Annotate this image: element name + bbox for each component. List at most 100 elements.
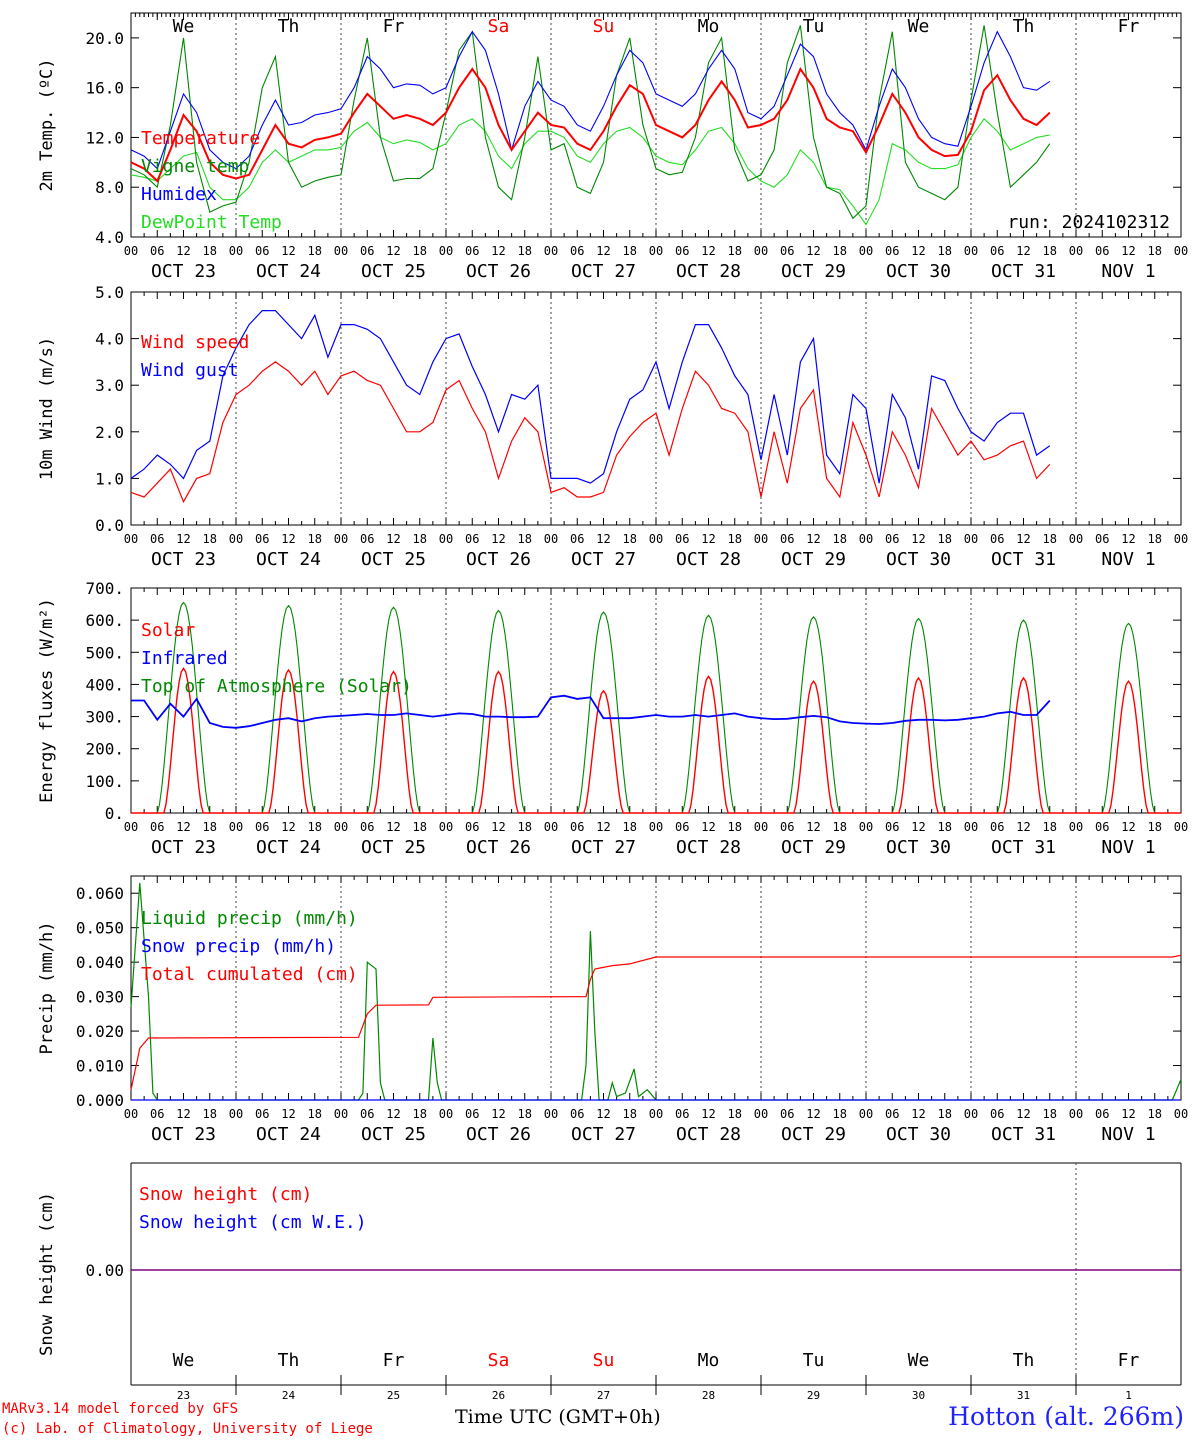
hour-tick-label: 00 [859, 532, 873, 546]
hour-tick-label: 18 [623, 820, 637, 834]
hour-tick-label: 18 [413, 820, 427, 834]
hour-tick-label: 06 [780, 532, 794, 546]
day-label: OCT 30 [886, 1124, 951, 1145]
day-label: OCT 31 [991, 549, 1056, 570]
hour-tick-label: 06 [885, 244, 899, 258]
legend-entry: Temperature [141, 128, 260, 149]
hour-tick-label: 00 [124, 1107, 138, 1121]
day-label: OCT 23 [151, 549, 216, 570]
hour-tick-label: 00 [229, 820, 243, 834]
hour-tick-label: 00 [439, 532, 453, 546]
hour-tick-label: 00 [1069, 532, 1083, 546]
hour-tick-label: 18 [518, 820, 532, 834]
hour-tick-label: 12 [911, 532, 925, 546]
hour-tick-label: 06 [990, 244, 1004, 258]
hour-tick-label: 06 [255, 1107, 269, 1121]
day-label: OCT 31 [991, 261, 1056, 282]
hour-tick-label: 12 [1121, 820, 1135, 834]
hour-tick-label: 12 [491, 244, 505, 258]
y-tick-label: 0.060 [76, 884, 124, 903]
hour-tick-label: 18 [1148, 820, 1162, 834]
hour-tick-label: 18 [203, 820, 217, 834]
hour-tick-label: 18 [518, 532, 532, 546]
y-tick-label: 200. [85, 740, 124, 759]
hour-tick-label: 06 [255, 820, 269, 834]
hour-tick-label: 06 [570, 244, 584, 258]
hour-tick-label: 12 [701, 1107, 715, 1121]
legend-entry: Wind gust [141, 360, 239, 381]
hour-tick-label: 06 [570, 820, 584, 834]
series-line [131, 694, 1051, 729]
hour-tick-label: 18 [1043, 1107, 1057, 1121]
hour-tick-label: 12 [1121, 532, 1135, 546]
y-tick-label: 12.0 [85, 128, 124, 147]
hour-tick-label: 00 [1069, 1107, 1083, 1121]
hour-tick-label: 00 [544, 244, 558, 258]
hour-tick-label: 00 [334, 1107, 348, 1121]
legend-entry: Liquid precip (mm/h) [141, 908, 358, 929]
hour-tick-label: 00 [124, 820, 138, 834]
legend-entry: Top of Atmosphere (Solar) [141, 676, 412, 697]
hour-tick-label: 00 [544, 820, 558, 834]
y-tick-label: 0.010 [76, 1057, 124, 1076]
hour-tick-label: 18 [938, 244, 952, 258]
hour-tick-label: 12 [701, 820, 715, 834]
day-label: OCT 26 [466, 837, 531, 858]
hour-tick-label: 18 [308, 244, 322, 258]
hour-tick-label: 18 [1148, 1107, 1162, 1121]
day-label: OCT 26 [466, 1124, 531, 1145]
hour-tick-label: 06 [1095, 1107, 1109, 1121]
day-label: OCT 28 [676, 261, 741, 282]
weekday-label: We [173, 16, 195, 37]
weekday-label: Mo [698, 16, 720, 37]
hour-tick-label: 18 [728, 820, 742, 834]
hour-tick-label: 06 [255, 532, 269, 546]
hour-tick-label: 12 [176, 820, 190, 834]
hour-tick-label: 00 [649, 1107, 663, 1121]
hour-tick-label: 06 [465, 532, 479, 546]
hour-tick-label: 12 [1016, 532, 1030, 546]
weekday-label: Fr [383, 16, 405, 37]
hour-tick-label: 12 [491, 532, 505, 546]
day-label: OCT 28 [676, 837, 741, 858]
hour-tick-label: 18 [1148, 244, 1162, 258]
hour-tick-label: 06 [150, 532, 164, 546]
day-label: OCT 23 [151, 261, 216, 282]
hour-tick-label: 00 [649, 244, 663, 258]
hour-tick-label: 00 [1069, 820, 1083, 834]
legend-entry: DewPoint Temp [141, 212, 282, 233]
hour-tick-label: 18 [1043, 820, 1057, 834]
y-tick-label: 4.0 [95, 228, 124, 247]
y-tick-label: 0.050 [76, 919, 124, 938]
day-label: OCT 29 [781, 1124, 846, 1145]
series-line [130, 310, 1051, 484]
hour-tick-label: 12 [911, 244, 925, 258]
hour-tick-label: 00 [544, 1107, 558, 1121]
y-tick-label: 2.0 [95, 423, 124, 442]
hour-tick-label: 00 [649, 820, 663, 834]
hour-tick-label: 12 [701, 244, 715, 258]
hour-tick-label: 00 [439, 1107, 453, 1121]
hour-tick-label: 00 [334, 820, 348, 834]
day-label: OCT 30 [886, 837, 951, 858]
day-label: OCT 30 [886, 261, 951, 282]
day-label: OCT 27 [571, 549, 636, 570]
hour-tick-label: 06 [675, 532, 689, 546]
hour-tick-label: 00 [964, 1107, 978, 1121]
hour-tick-label: 12 [386, 820, 400, 834]
legend-entry: Total cumulated (cm) [141, 964, 358, 985]
hour-tick-label: 12 [806, 820, 820, 834]
hour-tick-label: 06 [780, 1107, 794, 1121]
hour-tick-label: 12 [386, 244, 400, 258]
legend-entry: Humidex [141, 184, 217, 205]
lab-credit: (c) Lab. of Climatology, University of L… [2, 1421, 373, 1437]
hour-tick-label: 18 [728, 532, 742, 546]
hour-tick-label: 06 [990, 820, 1004, 834]
hour-tick-label: 18 [623, 244, 637, 258]
hour-tick-label: 12 [281, 1107, 295, 1121]
hour-tick-label: 00 [859, 244, 873, 258]
temperature-panel: 00 06 12 18 OCT 23 00 06 12 18 OCT 24 00 06 12 18 OCT … [37, 12, 1188, 282]
hour-tick-label: 06 [465, 244, 479, 258]
hour-tick-label: 06 [360, 1107, 374, 1121]
day-label: OCT 23 [151, 837, 216, 858]
